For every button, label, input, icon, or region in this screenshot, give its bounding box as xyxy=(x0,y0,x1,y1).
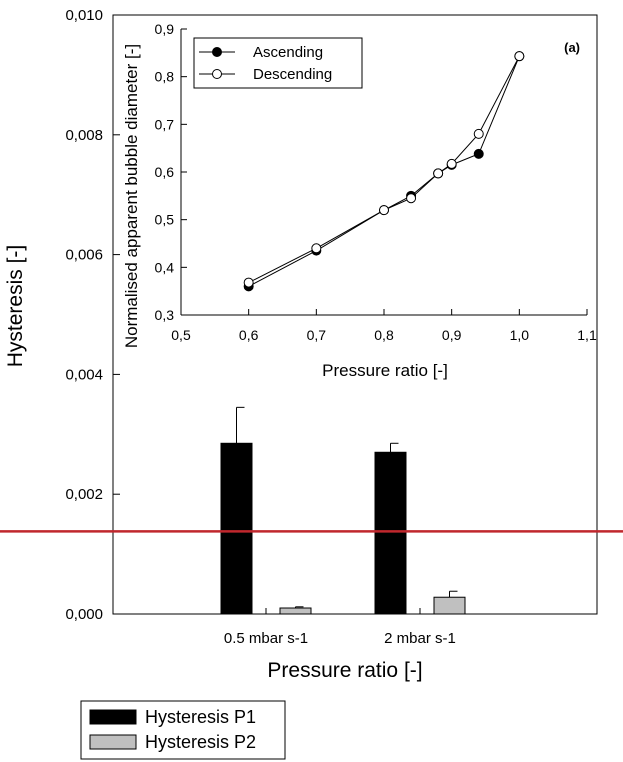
main-y-axis: 0,000 0,002 0,004 0,006 0,008 0,010 xyxy=(65,7,120,623)
bar-legend: Hysteresis P1 Hysteresis P2 xyxy=(80,700,286,760)
legend-swatch-p2 xyxy=(89,734,137,750)
point-ascending xyxy=(473,148,484,159)
inset-legend-frame xyxy=(193,37,363,89)
main-y-tick-label: 0,008 xyxy=(65,127,103,144)
point-descending xyxy=(473,128,484,139)
legend-label-p2: Hysteresis P2 xyxy=(145,732,256,752)
legend-label-ascending: Ascending xyxy=(253,44,323,61)
bar-p1 xyxy=(374,451,407,615)
inset-x-tick-label: 0,5 xyxy=(171,327,191,343)
legend-label-p1: Hysteresis P1 xyxy=(145,707,256,727)
main-y-tick-label: 0,006 xyxy=(65,247,103,264)
point-descending xyxy=(514,51,525,62)
bar-group xyxy=(220,406,466,615)
point-descending xyxy=(243,277,254,288)
line-descending xyxy=(248,55,520,284)
main-y-tick-label: 0,004 xyxy=(65,366,103,383)
point-descending xyxy=(406,193,417,204)
main-y-axis-label: Hysteresis [-] xyxy=(4,245,27,368)
main-y-tick-label: 0,002 xyxy=(65,486,103,503)
legend-marker-ascending xyxy=(212,47,222,57)
point-descending xyxy=(311,243,322,254)
main-x-axis-label: Pressure ratio [-] xyxy=(267,659,422,682)
point-descending xyxy=(379,205,389,216)
main-x-tick-label: 0.5 mbar s-1 xyxy=(224,630,308,647)
inset-series xyxy=(243,51,525,292)
main-plot-frame xyxy=(112,14,598,615)
inset-x-tick-label: 1,1 xyxy=(577,327,597,343)
bar-p1 xyxy=(220,442,253,615)
inset-y-tick-label: 0,6 xyxy=(155,164,175,180)
point-descending xyxy=(446,158,457,169)
inset-y-tick-label: 0,8 xyxy=(155,69,175,85)
inset-x-tick-label: 0,9 xyxy=(442,327,462,343)
point-descending xyxy=(433,168,444,179)
inset-y-tick-label: 0,5 xyxy=(155,212,175,228)
main-y-tick-label: 0,010 xyxy=(65,7,103,24)
main-x-axis: 0.5 mbar s-1 2 mbar s-1 xyxy=(224,608,456,647)
inset-x-tick-label: 0,8 xyxy=(374,327,394,343)
inset-x-axis-label: Pressure ratio [-] xyxy=(322,361,448,380)
inset-y-tick-label: 0,7 xyxy=(155,116,175,132)
hysteresis-bar-chart: 0,000 0,002 0,004 0,006 0,008 0,010 0.5 mbar … xyxy=(0,7,623,682)
bar-p2 xyxy=(279,607,312,615)
inset-y-tick-label: 0,9 xyxy=(155,21,175,37)
legend-marker-descending xyxy=(212,69,222,79)
bar-p2 xyxy=(433,596,466,615)
inset-x-tick-label: 0,7 xyxy=(307,327,327,343)
inset-legend: Ascending Descending xyxy=(193,37,363,89)
legend-swatch-p1 xyxy=(89,709,137,725)
inset-y-tick-label: 0,4 xyxy=(155,259,175,275)
inset-y-tick-label: 0,3 xyxy=(155,307,175,323)
inset-x-tick-label: 1,0 xyxy=(510,327,530,343)
legend-label-descending: Descending xyxy=(253,66,332,83)
main-y-tick-label: 0,000 xyxy=(65,606,103,623)
panel-label: (a) xyxy=(564,40,580,55)
inset-y-axis: 0,3 0,4 0,5 0,6 0,7 0,8 0,9 xyxy=(155,21,187,323)
inset-y-axis-label: Normalised apparent bubble diameter [-] xyxy=(122,44,141,348)
inset-diameter-chart: 0,3 0,4 0,5 0,6 0,7 0,8 0,9 0,5 0,6 0,7 0,8 0,9 1,0… xyxy=(122,21,597,380)
main-x-tick-label: 2 mbar s-1 xyxy=(384,630,456,647)
inset-x-tick-label: 0,6 xyxy=(239,327,259,343)
